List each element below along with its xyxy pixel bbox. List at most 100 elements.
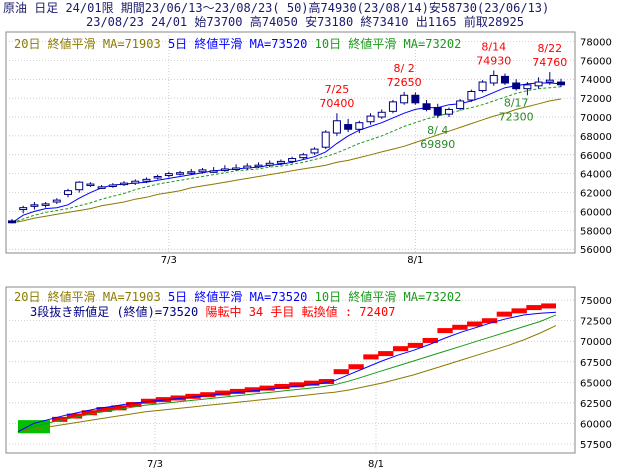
renko-brick-up (81, 410, 97, 416)
candle (254, 162, 263, 168)
candle-body-up (265, 162, 274, 166)
candle-body-up (534, 81, 543, 87)
renko-brick-up (348, 364, 364, 370)
candle-body-up (30, 204, 39, 207)
candle (176, 170, 185, 176)
candle-body-up (187, 171, 196, 174)
legend-ma20: 20日 終値平滑 MA=71903 (14, 37, 161, 51)
renko-brick-up (496, 311, 513, 317)
candle-body-up (366, 115, 375, 123)
top-y-tick-label: 64000 (580, 170, 612, 181)
candle (310, 147, 319, 155)
bottom-y-tick-label: 72500 (580, 317, 612, 328)
renko-brick-up (170, 395, 186, 401)
candle-body-up (444, 108, 453, 115)
renko-brick-up (392, 346, 409, 352)
top-x-tick-label: 8/1 (407, 255, 423, 266)
legend-ma20: 20日 終値平滑 MA=71903 (14, 290, 161, 304)
candle (512, 79, 521, 91)
annotation-date: 8/ 4 (427, 124, 448, 137)
candle (41, 202, 50, 208)
candle-body-down (433, 107, 442, 116)
ma10-line (11, 86, 562, 224)
bottom-y-tick-label: 65000 (580, 378, 612, 389)
renko-brick-up (52, 416, 68, 422)
renko-brick-up (215, 390, 231, 396)
candle (64, 188, 73, 198)
renko-ma10-line (17, 314, 557, 433)
renko-brick-up (96, 406, 112, 412)
candle-body-up (355, 122, 364, 130)
renko-brick-up (274, 383, 290, 389)
candle (288, 156, 297, 164)
candle-body-up (321, 131, 330, 148)
candle-body-up (198, 169, 207, 173)
renko-brick-up (437, 328, 453, 334)
candle (276, 159, 285, 166)
renko-brick-up (289, 382, 305, 388)
candle (19, 205, 28, 214)
candle-body-up (254, 164, 263, 168)
candle (444, 107, 453, 117)
candle-body-up (400, 94, 409, 104)
candle-body-up (176, 172, 185, 175)
candle (232, 164, 241, 171)
candle (209, 167, 218, 173)
bottom-x-tick-label: 8/1 (368, 459, 384, 470)
annotation-value: 74930 (476, 54, 511, 67)
top-x-tick-label: 7/3 (161, 255, 177, 266)
candle (411, 92, 420, 105)
bottom-y-tick-label: 62500 (580, 399, 612, 410)
candle-body-up (388, 101, 397, 112)
header-ohlc-line: 23/08/23 24/01 始73700 高74050 安73180 終734… (86, 15, 525, 29)
candle-body-down (8, 220, 16, 224)
candle (8, 219, 16, 224)
candle (344, 118, 353, 133)
annotation-value: 72300 (499, 111, 534, 124)
candle-body-up (288, 158, 297, 162)
candle (108, 183, 117, 188)
annotation-date: 8/17 (504, 97, 529, 110)
renko-brick-up (407, 342, 424, 348)
top-y-tick-label: 58000 (580, 226, 612, 237)
candle-body-up (232, 167, 241, 170)
candle (500, 73, 509, 85)
annotation-value: 70400 (319, 97, 354, 110)
candle (433, 103, 442, 119)
header-summary-line: 原油 日足 24/01限 期間23/06/13～23/08/23( 50)高74… (3, 1, 550, 15)
renko-brick-up (200, 392, 216, 398)
candle (467, 89, 476, 102)
candle-body-up (243, 165, 252, 169)
renko-panel: 57500 60000 62500 65000 67500 70000 72500 75000… (5, 286, 612, 470)
renko-status: 3段抜き新値足 (終値)=73520 陽転中 34 手目 転換値 : 72407 (30, 305, 395, 319)
candle (187, 168, 196, 175)
renko-brick-up (318, 379, 335, 385)
renko-ma5-line (17, 311, 557, 433)
candle (30, 202, 39, 210)
renko-brick-up (378, 351, 394, 357)
candle-body-up (153, 176, 162, 179)
candle (400, 91, 409, 105)
top-y-tick-label: 56000 (580, 245, 612, 256)
candle (86, 182, 95, 187)
candle (478, 80, 487, 93)
annotation-date: 8/14 (481, 40, 506, 53)
renko-brick-up (111, 405, 127, 411)
bottom-y-tick-label: 75000 (580, 296, 612, 307)
candle (489, 70, 498, 86)
candle-body-down (411, 94, 420, 104)
candle-body-down (344, 124, 353, 130)
top-y-tick-label: 62000 (580, 189, 612, 200)
renko-brick-up (126, 402, 142, 408)
renko-brick-up (422, 337, 438, 343)
candle-body-up (489, 74, 498, 84)
candlestick-panel: 56000 58000 60000 62000 64000 66000 68000 70000… (5, 31, 612, 266)
candle-body-up (332, 120, 341, 134)
candle-body-up (19, 207, 28, 211)
candle-body-down (512, 82, 521, 90)
candle (332, 113, 341, 136)
candle (243, 163, 252, 170)
candle (299, 152, 308, 160)
